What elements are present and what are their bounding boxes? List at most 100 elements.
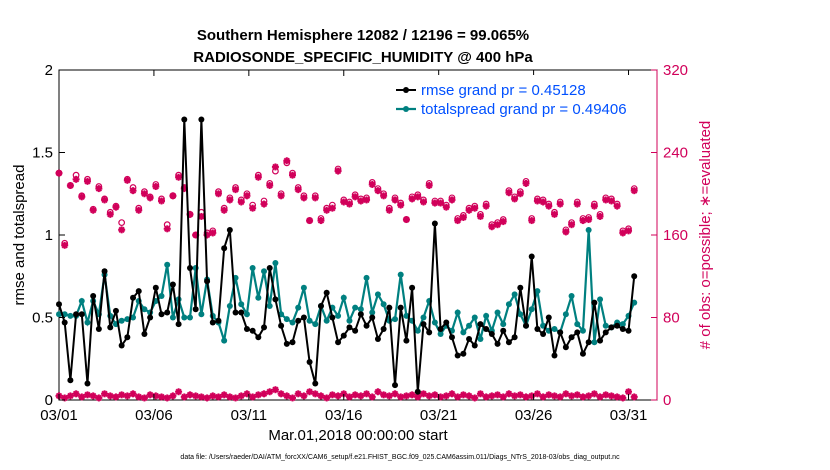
- obs-evaluated-point: [505, 189, 513, 197]
- y-axis-right-label: # of obs: o=possible; ∗=evaluated: [697, 121, 714, 350]
- obs-count-low-point: [454, 393, 462, 401]
- totalspread-point: [272, 260, 279, 267]
- obs-evaluated-point: [220, 206, 228, 214]
- totalspread-point: [346, 317, 353, 324]
- obs-count-low-point: [585, 392, 593, 400]
- obs-evaluated-point: [442, 203, 450, 211]
- obs-evaluated-point: [459, 213, 467, 221]
- obs-count-low-point: [311, 390, 319, 398]
- obs-evaluated-point: [317, 217, 325, 225]
- rmse-point: [101, 268, 108, 275]
- obs-count-low-point: [408, 391, 416, 399]
- obs-evaluated-point: [619, 229, 627, 237]
- rmse-point: [61, 319, 68, 326]
- obs-count-low-point: [323, 394, 331, 402]
- totalspread-point: [517, 311, 524, 318]
- legend-spread-label: totalspread grand pr = 0.49406: [421, 101, 627, 118]
- obs-evaluated-point: [214, 190, 222, 198]
- obs-evaluated-point: [95, 185, 103, 193]
- rmse-point: [551, 352, 558, 359]
- totalspread-point: [471, 314, 478, 321]
- obs-count-low-point: [562, 390, 570, 398]
- rmse-point: [323, 289, 330, 296]
- rmse-point: [488, 331, 495, 337]
- obs-evaluated-point: [345, 200, 353, 208]
- totalspread-point: [67, 312, 74, 319]
- x-tick-label: 03/26: [515, 407, 553, 424]
- obs-evaluated-point: [408, 195, 416, 203]
- obs-count-low-point: [357, 392, 365, 400]
- x-tick-label: 03/31: [610, 407, 648, 424]
- rmse-point: [95, 326, 102, 333]
- obs-evaluated-point: [123, 176, 131, 184]
- rmse-point: [346, 324, 353, 331]
- totalspread-point: [631, 299, 638, 306]
- obs-evaluated-point: [237, 198, 245, 206]
- obs-evaluated-point: [209, 229, 217, 237]
- rmse-point: [426, 329, 433, 336]
- legend-rmse-label: rmse grand pr = 0.45128: [421, 82, 586, 99]
- totalspread-point: [221, 337, 228, 344]
- obs-count-low-point: [260, 390, 268, 398]
- obs-count-low-point: [214, 393, 222, 401]
- obs-count-low-point: [539, 393, 547, 401]
- obs-evaluated-point: [550, 210, 558, 218]
- x-tick-label: 03/16: [325, 407, 363, 424]
- totalspread-point: [568, 293, 575, 300]
- chart-title-line2: RADIOSONDE_SPECIFIC_HUMIDITY @ 400 hPa: [193, 49, 533, 66]
- rmse-point: [175, 321, 182, 328]
- rmse-point: [124, 334, 131, 341]
- obs-count-low-point: [294, 390, 302, 398]
- obs-evaluated-point: [573, 200, 581, 208]
- obs-count-low-point: [442, 392, 450, 400]
- obs-evaluated-point: [516, 190, 524, 198]
- axes-group: 0 0.5 1 1.5 2 0 80 160 240 320 03/01 03/06 03/11 03/1…: [32, 62, 688, 424]
- rmse-point: [380, 326, 387, 333]
- obs-count-low-point: [106, 392, 114, 400]
- totalspread-point: [437, 331, 444, 337]
- rmse-point: [602, 329, 609, 336]
- totalspread-point: [380, 301, 387, 308]
- obs-evaluated-point: [175, 173, 183, 181]
- totalspread-point: [528, 306, 535, 313]
- rmse-point: [312, 380, 319, 387]
- rmse-point: [579, 350, 586, 357]
- obs-evaluated-point: [135, 206, 143, 214]
- rmse-point: [557, 329, 564, 336]
- obs-count-low-point: [579, 393, 587, 401]
- rmse-point: [152, 284, 159, 291]
- totalspread-point: [84, 319, 91, 326]
- obs-count-low-point: [488, 392, 496, 400]
- totalspread-point: [255, 294, 262, 301]
- obs-evaluated-point: [129, 187, 137, 195]
- obs-evaluated-point: [89, 206, 97, 214]
- obs-count-low-point: [545, 391, 553, 399]
- obs-evaluated-point: [118, 226, 126, 234]
- obs-evaluated-point: [374, 187, 382, 195]
- obs-evaluated-point: [106, 210, 114, 218]
- obs-evaluated-point: [528, 217, 536, 225]
- rmse-point: [374, 335, 381, 342]
- rmse-point: [289, 339, 296, 346]
- y-right-tick-label: 80: [663, 310, 680, 327]
- chart-title-line1: Southern Hemisphere 12082 / 12196 = 99.0…: [197, 27, 529, 44]
- obs-evaluated-point: [61, 241, 69, 249]
- rmse-point: [67, 377, 74, 384]
- obs-count-low-point: [146, 391, 154, 399]
- obs-evaluated-point: [101, 196, 109, 204]
- y-right-tick-label: 240: [663, 145, 688, 162]
- totalspread-point: [289, 319, 296, 326]
- obs-evaluated-point: [494, 221, 502, 229]
- rmse-point: [386, 304, 393, 311]
- obs-count-low-point: [533, 390, 541, 398]
- rmse-point: [397, 304, 404, 311]
- obs-count-low-point: [374, 388, 382, 396]
- totalspread-point: [300, 284, 307, 291]
- rmse-point: [73, 311, 80, 318]
- rmse-point: [448, 334, 455, 341]
- rmse-point: [528, 253, 535, 260]
- totalspread-point: [454, 309, 461, 316]
- obs-count-low-point: [431, 391, 439, 399]
- rmse-point: [147, 314, 154, 321]
- obs-evaluated-point: [579, 217, 587, 225]
